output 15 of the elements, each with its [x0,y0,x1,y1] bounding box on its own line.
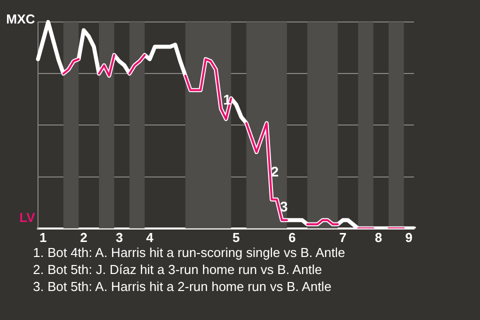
text: 1. Bot 4th: A. Harris hit a run-scoring single vs B. Antle [33,244,346,261]
x-tick-label: 7 [339,230,346,245]
annotation: 3 [280,198,288,215]
text: MXC [6,12,36,27]
text: 2. Bot 5th: J. Díaz hit a 3-run home run vs B. Antle [33,261,324,278]
x-tick-label: 5 [232,230,240,245]
text: LV [19,210,36,225]
x-tick-label: 3 [116,230,123,245]
x-tick-label: 2 [80,230,88,245]
x-tick-label: 4 [146,230,154,245]
x-tick-label: 1 [39,230,47,245]
text: 3. Bot 5th: A. Harris hit a 2-run home run vs B. Antle [33,278,332,295]
x-tick-label: 8 [374,230,382,245]
x-tick-label: 6 [288,230,296,245]
x-tick-label: 9 [405,230,413,245]
